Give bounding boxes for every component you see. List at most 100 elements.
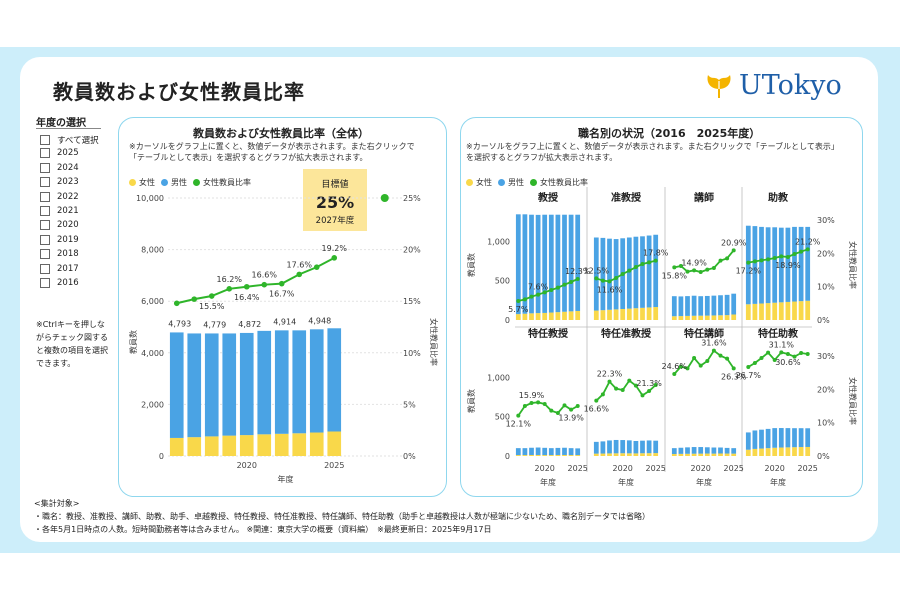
overall-chart[interactable]: 0 2,000 4,000 6,000 8,000 10,000 0% 5% 10% 15% 20%… xyxy=(118,117,445,495)
bar-male xyxy=(752,430,758,449)
checkbox[interactable] xyxy=(40,220,50,231)
bar-female xyxy=(613,453,619,456)
bar-female xyxy=(535,454,541,456)
bar-female xyxy=(772,302,778,320)
checkbox[interactable] xyxy=(40,206,50,216)
ratio-line xyxy=(596,259,656,283)
bar-female xyxy=(765,303,771,320)
year-filter-item[interactable]: 2020 xyxy=(40,220,79,231)
bar-male xyxy=(792,226,797,302)
bar-female xyxy=(593,310,599,320)
bar-female xyxy=(562,454,567,456)
checkbox[interactable] xyxy=(40,177,50,188)
ratio-point xyxy=(191,296,198,302)
bar-male xyxy=(640,236,645,308)
bar-male xyxy=(671,448,677,455)
bar-female xyxy=(752,448,758,456)
checkbox[interactable] xyxy=(40,162,50,173)
ratio-point xyxy=(785,352,790,356)
ratio-line xyxy=(176,256,335,305)
ratio-point xyxy=(562,403,567,408)
y-tick-label: 500 xyxy=(495,413,510,422)
bar-female xyxy=(724,453,730,456)
legend-male-marker xyxy=(498,179,505,186)
year-filter-item[interactable]: 2018 xyxy=(40,249,79,260)
checkbox[interactable] xyxy=(40,278,50,288)
total-value-label: 4,872 xyxy=(238,320,261,329)
year-filter-item[interactable]: 2017 xyxy=(40,263,79,274)
bar-female xyxy=(718,315,723,320)
year-filter-item[interactable]: すべて選択 xyxy=(40,134,99,146)
checkbox[interactable] xyxy=(40,191,50,202)
checkbox[interactable] xyxy=(40,249,50,260)
ratio-label: 26.7% xyxy=(736,371,762,380)
bar-male xyxy=(745,225,751,305)
legend-ratio-label: 女性教員比率 xyxy=(540,178,588,187)
x-tick-label: 2020 xyxy=(535,464,555,473)
bar-female xyxy=(257,434,272,456)
checkbox[interactable] xyxy=(40,263,50,274)
ratio-point xyxy=(759,356,764,360)
bar-male xyxy=(607,238,612,310)
year-filter-item[interactable]: 2022 xyxy=(40,191,79,202)
ratio-point xyxy=(542,290,547,295)
bar-female xyxy=(515,455,521,456)
ratio-label: 11.6% xyxy=(597,285,623,294)
y2-tick-label: 0% xyxy=(817,316,830,325)
checkbox[interactable] xyxy=(40,135,50,145)
bar-female xyxy=(187,437,202,456)
bar-male xyxy=(626,237,632,309)
ratio-point xyxy=(594,276,599,281)
checkbox[interactable] xyxy=(40,148,50,159)
y2-tick-label: 20% xyxy=(403,246,421,255)
ratio-point xyxy=(562,282,567,287)
position-chart[interactable]: 教授 5.7% 7.6% 12.3% 准教授 12.5% 11.6% 17.8% 講師 15.8%… xyxy=(460,117,861,495)
x-tick-label: 2020 xyxy=(613,464,633,473)
bar-female xyxy=(671,316,677,320)
x-tick-label: 2025 xyxy=(724,464,744,473)
bar-male xyxy=(805,428,811,447)
x-axis-label: 年度 xyxy=(618,477,634,487)
bar-female xyxy=(778,302,784,320)
bar-male xyxy=(169,332,184,438)
bar-female xyxy=(522,455,528,456)
ratio-point xyxy=(243,283,250,290)
ratio-point xyxy=(607,279,612,284)
ratio-point xyxy=(614,386,619,391)
bar-male xyxy=(555,447,561,455)
bar-male xyxy=(535,447,541,455)
bar-female xyxy=(745,304,751,320)
bar-male xyxy=(646,440,652,454)
bar-male xyxy=(600,441,606,454)
bar-female xyxy=(759,448,764,456)
bar-female xyxy=(529,454,534,456)
bar-female xyxy=(562,311,567,320)
ratio-point xyxy=(711,266,716,270)
bar-male xyxy=(724,447,730,454)
ratio-label: 31.6% xyxy=(701,339,727,348)
bar-male xyxy=(568,448,574,456)
year-filter-item[interactable]: 2024 xyxy=(40,162,79,173)
bar-male xyxy=(772,227,778,303)
bar-female xyxy=(792,447,797,456)
year-filter-item[interactable]: 2021 xyxy=(40,206,79,216)
ratio-point xyxy=(607,379,612,384)
year-filter-item[interactable]: 2019 xyxy=(40,234,79,245)
ratio-line xyxy=(518,278,579,302)
ratio-label: 18.9% xyxy=(775,261,801,270)
ratio-label: 24.6% xyxy=(662,362,688,371)
year-filter-item[interactable]: 2023 xyxy=(40,177,79,188)
checkbox[interactable] xyxy=(40,234,50,245)
x-axis-label: 年度 xyxy=(696,477,712,487)
year-filter-item[interactable]: 2025 xyxy=(40,148,79,159)
bar-male xyxy=(187,333,202,438)
ratio-label: 21.3% xyxy=(636,379,662,388)
ratio-point xyxy=(627,378,632,383)
ratio-point xyxy=(208,293,215,299)
y-tick-label: 6,000 xyxy=(141,297,164,306)
bar-male xyxy=(613,239,619,310)
ratio-point xyxy=(692,268,697,273)
bar-male xyxy=(633,440,639,454)
year-filter-item[interactable]: 2016 xyxy=(40,278,79,288)
ratio-point xyxy=(569,280,574,284)
